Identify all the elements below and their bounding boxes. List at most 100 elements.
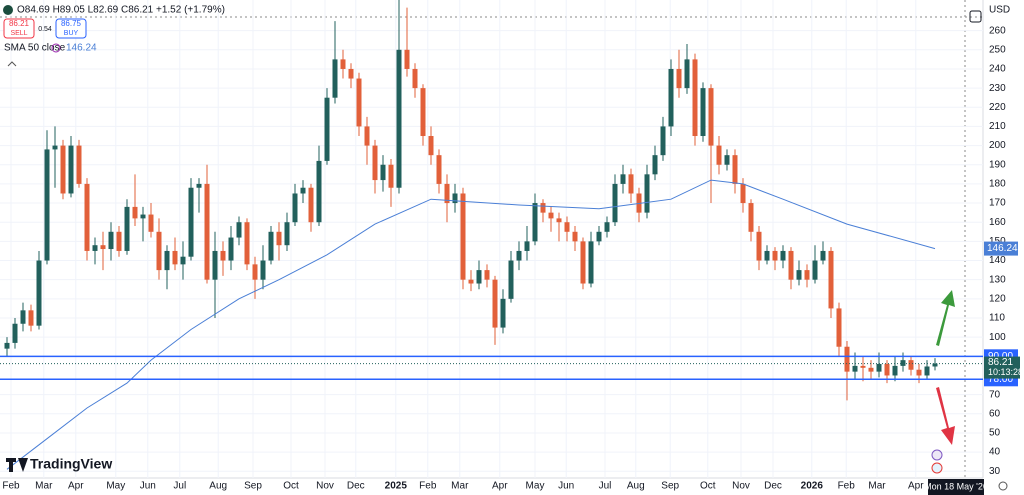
candle-body [700, 88, 706, 137]
candle-body [932, 363, 938, 367]
y-tick-label: 60 [989, 408, 1001, 419]
sma-legend: SMA 50 close [4, 43, 66, 54]
candle-body [772, 250, 778, 261]
candle-body [84, 183, 90, 251]
y-tick-label: 70 [989, 389, 1001, 400]
candle-body [572, 231, 578, 242]
candle-body [756, 231, 762, 261]
candle-body [748, 203, 754, 232]
candle-body [268, 231, 274, 261]
x-tick-label: Mar [451, 481, 469, 492]
candle-body [404, 49, 410, 69]
candle-body [308, 187, 314, 223]
x-tick-label: Sep [661, 481, 679, 492]
candle-body [796, 270, 802, 280]
candle-body [692, 59, 698, 137]
candle-body [372, 145, 378, 181]
logo-icon [6, 458, 28, 472]
candle-body [732, 155, 738, 184]
candle-body [860, 365, 866, 368]
candle-body [236, 222, 242, 238]
x-tick-label: Aug [209, 481, 227, 492]
candle-body [92, 245, 98, 251]
candle-body [524, 241, 530, 251]
buy-button[interactable] [55, 18, 87, 39]
candle-body [172, 250, 178, 265]
y-tick-label: 40 [989, 447, 1001, 458]
sma-settings-icon[interactable] [51, 43, 61, 53]
axis-settings[interactable] [998, 481, 1008, 491]
candle-body [468, 279, 474, 284]
y-tick-label: 150 [989, 236, 1006, 247]
candle-body [164, 250, 170, 271]
x-tick-label: Apr [908, 481, 924, 492]
event-icon[interactable] [931, 462, 943, 474]
settings-button[interactable] [969, 10, 982, 23]
candle-body [340, 59, 346, 69]
collapse-button[interactable] [7, 61, 17, 67]
candle-body [132, 206, 138, 219]
candle-body [628, 174, 634, 194]
x-tick-label: Dec [764, 481, 782, 492]
candle-body [276, 231, 282, 246]
candle-body [188, 187, 194, 257]
candle-body [348, 68, 354, 79]
y-tick-label: 110 [989, 313, 1005, 324]
y-tick-label: 220 [989, 102, 1006, 113]
candle-body [612, 183, 618, 223]
x-tick-label: 2025 [385, 481, 408, 492]
sell-button[interactable] [3, 18, 35, 39]
y-tick-label: 260 [989, 25, 1006, 36]
candle-body [140, 214, 146, 219]
candle-body [108, 231, 114, 250]
currency: USD [989, 5, 1010, 16]
candle-body [852, 365, 858, 372]
event-icon[interactable] [931, 449, 943, 461]
candle-body [812, 260, 818, 280]
candle-body [884, 363, 890, 376]
y-tick-label: 230 [989, 83, 1006, 94]
hline-price-label: 90.00 [988, 351, 1013, 362]
candle-body [684, 59, 690, 89]
candle-body [716, 145, 722, 165]
x-tick-label: Feb [2, 481, 20, 492]
axis: 30 40 50 60 70 100 110 120 130 140 150 160 170 180 190… [2, 25, 1023, 491]
cursor-date: Mon 18 May '26 [924, 481, 988, 491]
sma-price-box [984, 241, 1018, 256]
candle-body [540, 203, 546, 213]
grid [0, 0, 983, 478]
candle-body [324, 97, 330, 161]
up-arrow [936, 290, 955, 346]
x-tick-label: Nov [732, 481, 750, 492]
y-tick-label: 210 [989, 121, 1006, 132]
buy-price: 86.75 [61, 19, 82, 28]
candle-body [764, 250, 770, 261]
candle-body [332, 59, 338, 98]
x-tick-label: Jul [599, 481, 612, 492]
candle-body [724, 155, 730, 165]
candle-body [388, 164, 394, 188]
candle-body [588, 241, 594, 284]
candle-body [244, 222, 250, 265]
y-tick-label: 140 [989, 255, 1006, 266]
sell-label: SELL [10, 30, 27, 37]
symbol-icon[interactable] [3, 5, 13, 15]
x-tick-label: Oct [283, 481, 299, 492]
candle-body [708, 88, 714, 146]
candle-body [508, 260, 514, 299]
candle-body [780, 250, 786, 261]
x-tick-label: Jun [558, 481, 574, 492]
x-tick-label: Apr [68, 481, 84, 492]
candle-body [396, 49, 402, 188]
y-tick-label: 180 [989, 179, 1006, 190]
x-tick-label: May [106, 481, 125, 492]
y-tick-label: 240 [989, 64, 1006, 75]
candle-body [484, 270, 490, 280]
y-tick-label: 170 [989, 198, 1006, 209]
sell-price: 86.21 [9, 19, 30, 28]
sma-price-label: 146.24 [987, 243, 1018, 254]
candle-body [444, 183, 450, 204]
candle-body [252, 264, 258, 280]
last-price-label: 86.21 [988, 357, 1013, 368]
